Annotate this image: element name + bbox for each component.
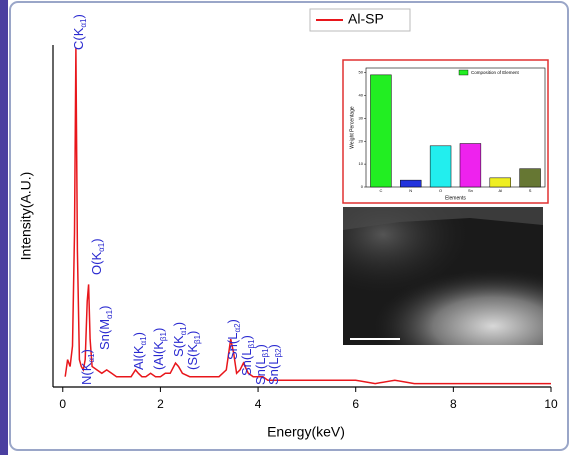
sem-texture [343, 250, 543, 345]
peak-label-end: ) [131, 332, 146, 336]
peak-label-sub: α1 [139, 336, 148, 346]
legend-label: Al-SP [348, 11, 384, 27]
peak-label-end: ) [253, 344, 268, 348]
peak-label-sub: α1 [97, 242, 106, 252]
peak-label-sub: α1 [179, 326, 188, 336]
inset-bar [459, 143, 482, 188]
inset-y-tick-label: 0 [361, 184, 364, 189]
x-tick-label: 8 [450, 397, 457, 411]
peak-label-end: ) [239, 335, 254, 339]
peak-label-main: S(K [171, 335, 186, 357]
sem-image [343, 207, 543, 345]
peak-label: (Al(Kβ1) [151, 328, 168, 370]
peak-label: Sn(Lβ2) [266, 344, 283, 385]
inset-x-tick-label: C [379, 188, 382, 193]
peak-label: (S(Kβ1) [185, 331, 202, 370]
peak-label-end: ) [79, 349, 94, 353]
peak-label-end: ) [225, 319, 240, 323]
inset-x-tick-label: Sn [468, 188, 473, 193]
peak-label-sub: α1 [87, 353, 96, 363]
peak-label-main: (Al(K [151, 341, 166, 370]
peak-label-main: Sn(L [239, 349, 254, 376]
inset-x-label: Elements [445, 195, 466, 201]
frame-edge [0, 0, 8, 455]
peak-label-sub: β1 [261, 348, 270, 358]
peak-label: Sn(Lβ1) [253, 344, 270, 385]
inset-x-tick-label: O [439, 188, 442, 193]
peak-label-sub: α2 [233, 323, 242, 333]
inset-legend-label: Composition of Element [471, 70, 520, 75]
y-axis-label: Intensity(A.U.) [18, 172, 34, 261]
peak-label: N(Kα1) [79, 349, 96, 385]
inset-y-tick-label: 40 [359, 93, 364, 98]
inset-plot [365, 67, 546, 188]
peak-label-sub: β1 [159, 332, 168, 342]
peak-label-end: ) [266, 344, 281, 348]
inset-y-tick-label: 10 [359, 161, 364, 166]
inset-bar [370, 74, 392, 188]
legend-box [309, 8, 411, 32]
inset-y-label: Weight Percentage [349, 106, 355, 149]
inset-y-tick-label: 50 [359, 70, 364, 75]
peak-label: Al(Kα1) [131, 332, 148, 370]
peak-label: C(Kα1) [71, 14, 88, 50]
peak-label-main: Sn(L [225, 333, 240, 360]
inset-bar [400, 179, 422, 188]
peak-label-main: Sn(L [253, 358, 268, 385]
peak-label-end: ) [89, 238, 104, 242]
inset-x-tick-label: S [529, 188, 532, 193]
peak-label-main: Sn(M [97, 319, 112, 350]
peak-label-main: (S(K [185, 344, 200, 370]
peak-label-end: ) [151, 328, 166, 332]
peak-label: O(Kα1) [89, 238, 106, 275]
legend: Al-SP [309, 8, 411, 32]
peak-label-end: ) [97, 306, 112, 310]
inset-bar [489, 177, 511, 188]
inset-y-tick-label: 30 [359, 115, 364, 120]
peak-label-main: O(K [89, 252, 104, 275]
inset-y-tick-label: 20 [359, 138, 364, 143]
peak-label: Sn(Lα2) [225, 319, 242, 360]
peak-label-sub: α1 [105, 309, 114, 319]
x-tick-label: 2 [157, 397, 164, 411]
peak-label-end: ) [71, 14, 86, 18]
x-axis-label: Energy(keV) [267, 424, 345, 440]
sem-texture [343, 207, 543, 230]
spectrum-line [64, 48, 551, 385]
inset-x-tick-label: N [409, 188, 412, 193]
peak-label-main: Al(K [131, 345, 146, 370]
x-tick-label: 4 [255, 397, 262, 411]
inset-x-tick-label: Al [498, 188, 502, 193]
peak-label: S(Kα1) [171, 322, 188, 357]
peak-label-sub: β1 [247, 339, 256, 349]
peak-label-end: ) [171, 322, 186, 326]
x-tick-label: 0 [59, 397, 66, 411]
peak-label-end: ) [185, 331, 200, 335]
inset-bar [429, 145, 452, 188]
inset-bar [519, 168, 541, 188]
x-tick-label: 10 [544, 397, 558, 411]
x-tick-label: 6 [352, 397, 359, 411]
peak-label: Sn(Lβ1) [239, 335, 256, 376]
peak-label-sub: β2 [274, 348, 283, 358]
peak-label-main: N(K [79, 362, 94, 385]
peak-label: Sn(Mα1) [97, 306, 114, 350]
inset-legend-swatch [458, 69, 469, 76]
peak-label-main: C(K [71, 27, 86, 50]
peak-label-sub: α1 [79, 18, 88, 28]
peak-label-sub: β1 [193, 334, 202, 344]
peak-label-main: Sn(L [266, 358, 281, 385]
